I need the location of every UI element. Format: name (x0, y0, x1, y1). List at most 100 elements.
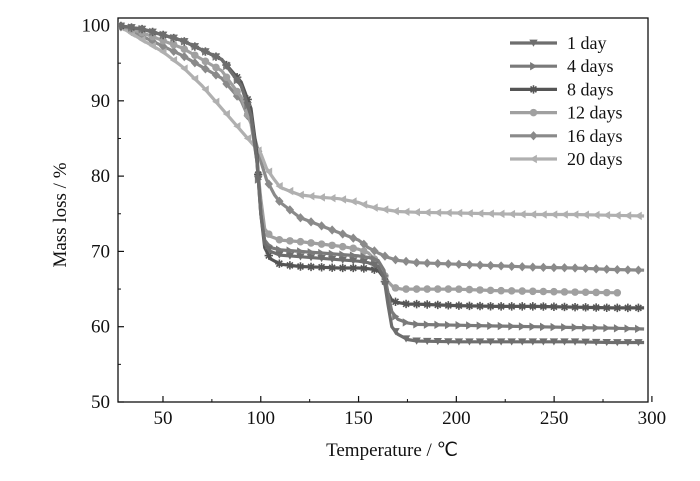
data-point (539, 338, 548, 346)
data-point (328, 193, 336, 203)
data-point (338, 229, 347, 239)
series-group (118, 21, 645, 347)
data-point (444, 285, 453, 293)
data-point (264, 251, 273, 260)
data-point (476, 209, 484, 218)
data-point (518, 287, 527, 295)
data-point (434, 320, 442, 330)
data-point (497, 321, 505, 331)
data-point (433, 338, 442, 346)
data-point (528, 262, 538, 272)
data-point (243, 134, 252, 143)
data-point (529, 287, 537, 296)
data-point (380, 280, 390, 289)
data-point (550, 287, 558, 296)
data-point (497, 286, 505, 295)
data-point (137, 25, 147, 33)
data-point (624, 211, 632, 220)
data-point (581, 288, 590, 297)
series-line (118, 23, 645, 331)
data-point (454, 301, 464, 310)
data-point (306, 262, 316, 272)
data-point (591, 338, 601, 346)
data-point (264, 179, 273, 189)
y-tick-label: 70 (91, 241, 110, 262)
data-point (265, 167, 273, 176)
data-point (401, 299, 411, 309)
data-point (317, 254, 326, 263)
data-point (360, 247, 368, 255)
legend-item: 12 days (510, 103, 623, 123)
data-point (529, 210, 537, 219)
data-point (476, 286, 484, 294)
data-point (401, 256, 411, 267)
data-point (296, 237, 305, 246)
data-point (201, 85, 209, 94)
data-point (423, 320, 431, 329)
data-point (624, 324, 632, 333)
data-point (158, 31, 168, 39)
data-point (285, 205, 295, 215)
data-point (349, 257, 358, 265)
data-point (402, 318, 410, 327)
data-point (243, 95, 252, 104)
data-point (570, 263, 580, 273)
series-1 (118, 22, 645, 347)
legend-label: 8 days (567, 79, 614, 99)
data-point (148, 28, 157, 36)
y-tick-label: 50 (91, 392, 110, 413)
data-point (570, 338, 580, 346)
data-point (180, 45, 189, 53)
data-point (317, 240, 326, 248)
data-point (222, 109, 230, 119)
data-point (603, 323, 611, 333)
data-point (476, 321, 484, 330)
data-point (455, 321, 463, 330)
data-point (285, 252, 295, 260)
legend-item: 8 days (510, 79, 614, 99)
data-point (412, 285, 421, 293)
legend-marker (530, 62, 538, 71)
data-point (507, 261, 516, 271)
series-5 (118, 22, 645, 275)
data-point (296, 190, 304, 200)
data-point (265, 230, 273, 238)
data-point (602, 264, 611, 274)
data-point (422, 258, 432, 268)
series-2 (118, 22, 645, 334)
data-point (507, 338, 516, 346)
data-point (370, 203, 378, 212)
legend: 1 day 4 days 8 days 12 days 16 days 20 days (510, 33, 623, 169)
x-tick-label: 300 (638, 408, 667, 429)
data-point (328, 241, 336, 250)
legend-item: 20 days (510, 149, 623, 169)
data-point (623, 265, 633, 275)
data-point (560, 288, 569, 296)
data-point (306, 254, 316, 262)
data-point (158, 41, 168, 51)
data-point (486, 338, 495, 346)
data-point (507, 302, 516, 311)
data-point (349, 263, 358, 273)
data-point (391, 206, 399, 216)
data-point (317, 193, 325, 202)
data-point (549, 262, 559, 273)
data-point (444, 338, 453, 346)
data-point (423, 208, 431, 217)
data-point (127, 24, 136, 32)
data-point (455, 208, 463, 218)
data-point (487, 321, 495, 331)
data-point (169, 34, 178, 42)
data-point (528, 338, 538, 346)
data-point (180, 64, 188, 73)
data-point (486, 302, 495, 311)
data-point (539, 302, 548, 311)
data-point (623, 339, 633, 347)
data-point (423, 285, 431, 293)
y-tick-label: 90 (91, 91, 110, 112)
data-point (560, 210, 568, 219)
data-point (190, 43, 200, 51)
data-point (444, 320, 453, 330)
x-tick-label: 50 (153, 408, 172, 429)
